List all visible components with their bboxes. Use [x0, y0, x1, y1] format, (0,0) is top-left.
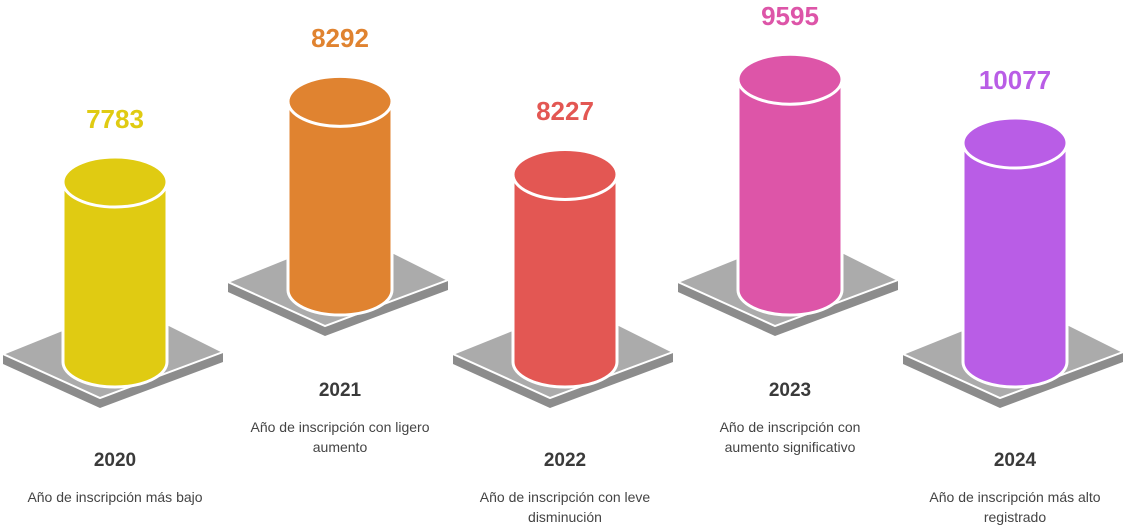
description: Año de inscripción con leve disminución	[479, 489, 651, 525]
cylinder-body	[61, 180, 169, 389]
cylinder-top	[736, 52, 844, 106]
platform-side	[903, 352, 1123, 408]
cylinder-body	[736, 77, 844, 317]
year-label: 2020	[93, 450, 137, 471]
platform-side	[678, 280, 898, 336]
value-label: 9595	[761, 1, 819, 32]
value-label: 8227	[536, 96, 594, 127]
cylinder-body	[511, 172, 619, 389]
cylinder	[961, 116, 1069, 389]
value-label: 10077	[978, 65, 1052, 95]
cylinder	[736, 52, 844, 317]
year-label: 2023	[768, 380, 812, 401]
cylinder	[286, 74, 394, 317]
year-label: 2024	[993, 450, 1037, 471]
cylinder-top	[61, 155, 169, 209]
cylinder-body	[961, 141, 1069, 389]
cylinder	[61, 155, 169, 389]
cylinder-top	[286, 74, 394, 128]
description: Año de inscripción más alto registrado	[929, 489, 1101, 525]
cylinder-top	[961, 116, 1069, 170]
description: Año de inscripción más bajo	[27, 489, 203, 505]
platform-side	[228, 280, 448, 336]
platform-side	[3, 352, 223, 408]
value-label: 8292	[311, 23, 369, 54]
cylinder-top	[511, 147, 619, 201]
cylinder-body	[286, 99, 394, 317]
cylinder	[511, 147, 619, 389]
year-label: 2022	[543, 450, 587, 471]
year-label: 2021	[318, 380, 362, 401]
platform-side	[453, 352, 673, 408]
description: Año de inscripción con ligero aumento	[250, 419, 430, 455]
description: Año de inscripción con aumento significa…	[719, 419, 861, 455]
value-label: 7783	[86, 104, 144, 134]
